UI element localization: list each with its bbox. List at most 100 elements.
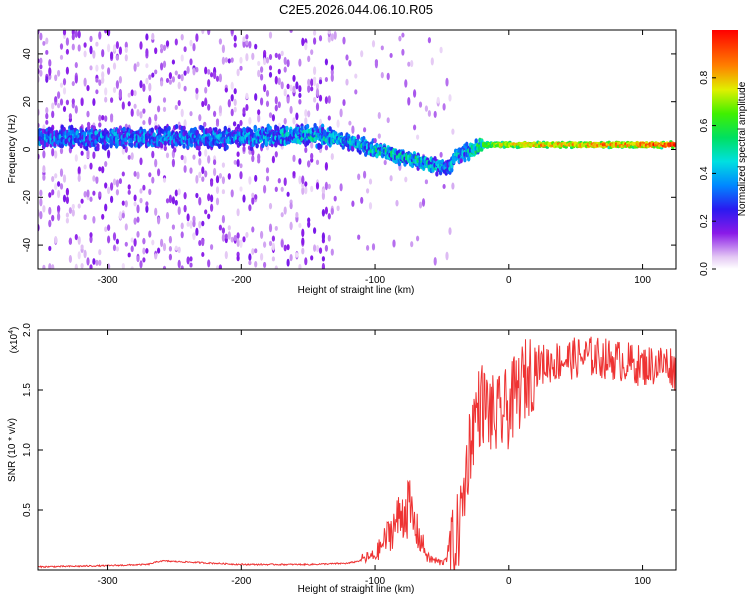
heatmap-cell (283, 244, 287, 252)
heatmap-cell (198, 150, 202, 157)
heatmap-cell (163, 145, 167, 151)
heatmap-cell (124, 200, 128, 208)
y-tick-label: 40 (22, 48, 33, 60)
heatmap-cell (204, 149, 208, 157)
heatmap-cell (105, 143, 110, 150)
heatmap-cell (174, 189, 178, 197)
heatmap-cell (45, 49, 49, 55)
heatmap-cell (115, 179, 119, 188)
heatmap-cell (224, 233, 228, 239)
heatmap-cell (139, 188, 143, 194)
heatmap-cell (227, 173, 231, 180)
heatmap-cell (263, 241, 267, 248)
heatmap-cell (65, 196, 69, 204)
heatmap-cell (345, 78, 349, 86)
heatmap-cell (145, 205, 149, 213)
heatmap-cell (218, 264, 222, 269)
heatmap-cell (74, 62, 78, 69)
heatmap-cell (268, 202, 273, 210)
heatmap-cell (251, 196, 255, 205)
heatmap-cell (213, 167, 217, 177)
heatmap-cell (83, 42, 87, 48)
heatmap-cell (435, 171, 439, 177)
heatmap-cell (59, 168, 64, 177)
heatmap-cell (59, 98, 64, 106)
heatmap-cell (177, 206, 181, 215)
y-tick-label: 0.5 (22, 503, 33, 517)
heatmap-cell (54, 74, 58, 82)
heatmap-cell (180, 231, 184, 239)
heatmap-cell (398, 35, 402, 42)
heatmap-cell (245, 103, 249, 112)
x-tick-label: -200 (231, 576, 251, 587)
heatmap-cell (357, 234, 361, 240)
heatmap-cell (130, 152, 134, 160)
heatmap-cell (257, 69, 261, 78)
snr-y-multiplier-exp: 4 (8, 330, 15, 334)
heatmap-cell (133, 201, 137, 207)
spectrogram-y-ticks: -40 -20 0 20 40 (22, 48, 676, 252)
heatmap-cell (254, 194, 258, 200)
heatmap-cell (195, 33, 199, 42)
heatmap-cell (324, 96, 328, 105)
heatmap-cell (395, 199, 399, 207)
heatmap-cell (358, 149, 362, 155)
heatmap-cell (183, 46, 187, 53)
heatmap-cell (254, 174, 258, 182)
heatmap-cell (162, 97, 167, 103)
heatmap-cell (215, 118, 220, 125)
heatmap-cell (152, 132, 156, 138)
heatmap-cell (301, 228, 305, 238)
heatmap-cell (174, 245, 178, 251)
heatmap-cell (112, 244, 117, 252)
heatmap-cell (89, 45, 93, 55)
heatmap-cell (57, 189, 61, 199)
heatmap-cell (310, 152, 314, 160)
heatmap-cell (65, 99, 69, 106)
heatmap-cell (130, 245, 134, 253)
heatmap-cell (198, 114, 202, 122)
heatmap-cell (448, 227, 452, 235)
heatmap-cell (165, 211, 170, 220)
snr-x-ticks: -300 -200 -100 0 100 (98, 330, 651, 587)
colorbar-tick-label: 0.8 (699, 70, 710, 84)
heatmap-cell (130, 237, 134, 243)
heatmap-cell (233, 235, 237, 241)
heatmap-cell (118, 178, 122, 185)
heatmap-cell (233, 159, 237, 165)
heatmap-cell (148, 172, 152, 178)
heatmap-cell (154, 113, 158, 122)
heatmap-cell (324, 206, 328, 215)
x-tick-label: -100 (365, 576, 385, 587)
heatmap-cell (295, 211, 299, 218)
heatmap-cell (136, 231, 140, 238)
x-tick-label: -100 (365, 275, 385, 286)
heatmap-cell (157, 105, 161, 113)
heatmap-cell (80, 263, 84, 269)
heatmap-cell (180, 54, 184, 62)
heatmap-cell (39, 69, 43, 77)
heatmap-cell (151, 239, 155, 246)
heatmap-cell (71, 43, 75, 51)
heatmap-cell (168, 235, 172, 244)
heatmap-cell (204, 170, 208, 178)
heatmap-cell (407, 61, 411, 67)
heatmap-cell (254, 43, 258, 50)
heatmap-cell (448, 94, 452, 102)
heatmap-cell (157, 168, 161, 177)
heatmap-cell (121, 101, 125, 110)
heatmap-cell (410, 60, 414, 68)
heatmap-cell (71, 33, 75, 41)
heatmap-cell (98, 259, 102, 266)
heatmap-cell (225, 144, 229, 150)
heatmap-cell (189, 262, 193, 268)
heatmap-cell (345, 54, 349, 61)
heatmap-cell (298, 222, 302, 229)
heatmap-cell (39, 57, 43, 65)
colorbar-label: Normalized spectral amplitude (737, 81, 748, 216)
heatmap-cell (95, 89, 99, 95)
heatmap-cell (107, 43, 111, 53)
heatmap-cell (342, 99, 346, 107)
heatmap-cell (204, 209, 208, 215)
heatmap-cell (233, 98, 237, 107)
